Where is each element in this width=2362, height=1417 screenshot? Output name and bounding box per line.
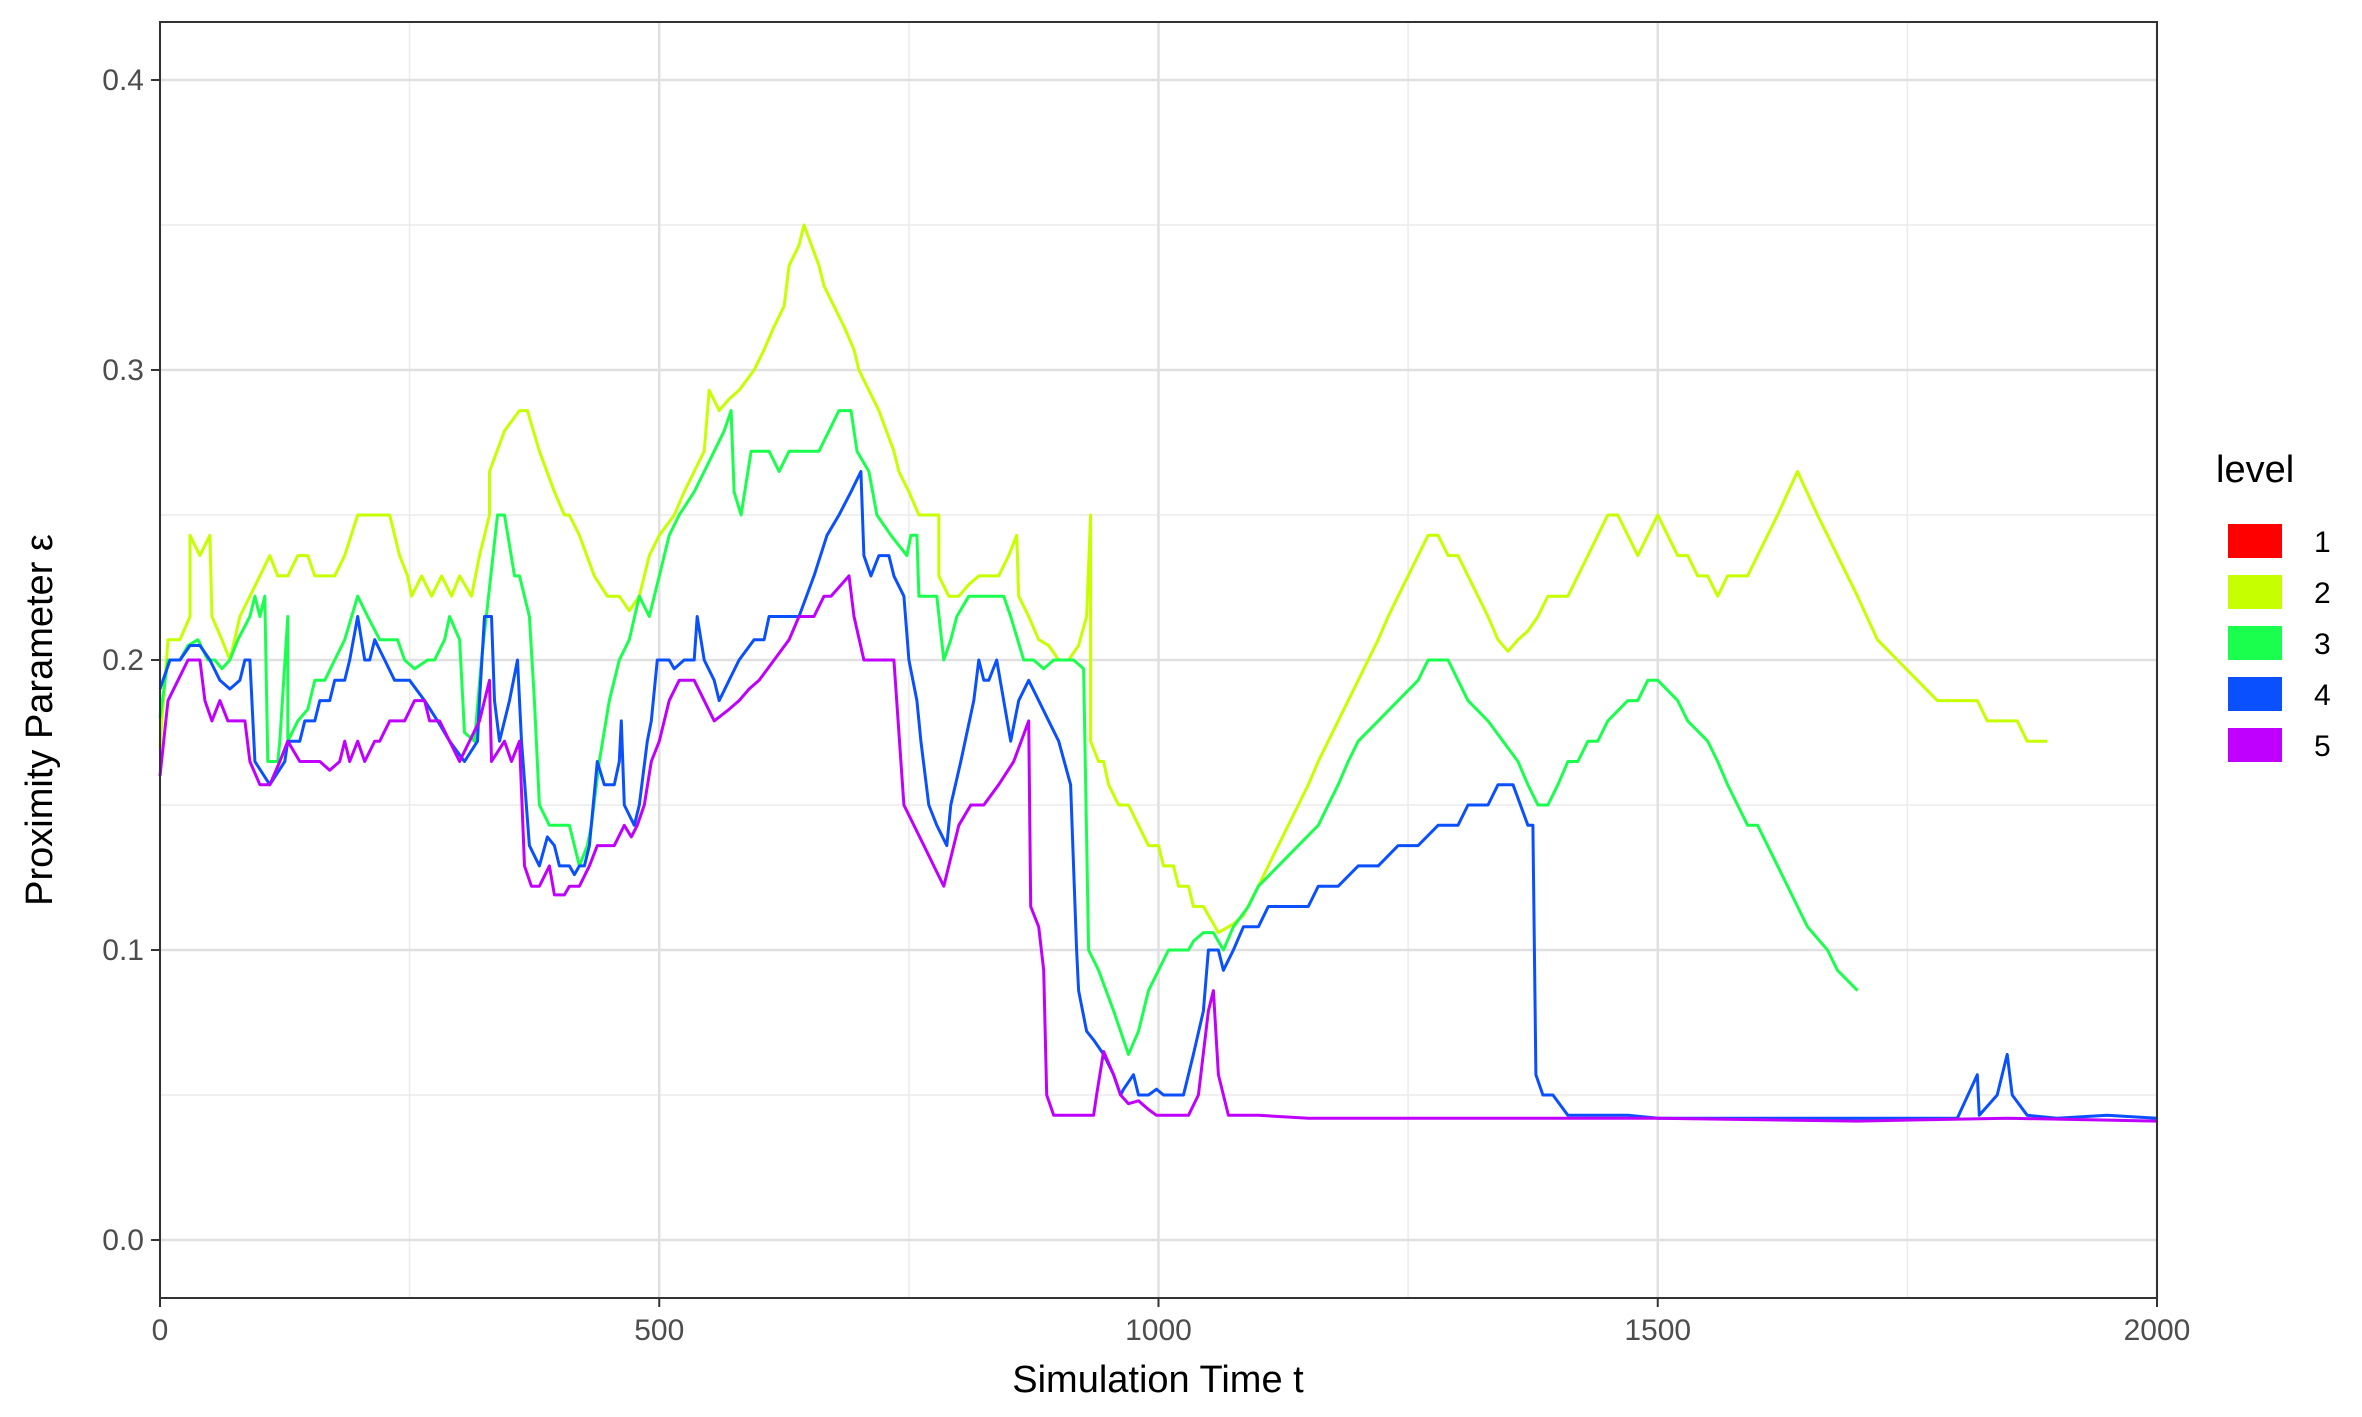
legend-title: level <box>2216 449 2294 491</box>
x-tick-label: 1500 <box>1624 1314 1691 1347</box>
y-tick-label: 0.3 <box>102 354 144 387</box>
series-line-5 <box>158 574 2158 1123</box>
legend-swatch-4 <box>2228 677 2282 711</box>
legend-swatch-2 <box>2228 575 2282 609</box>
legend-label-5: 5 <box>2314 730 2331 763</box>
y-tick-label: 0.1 <box>102 934 144 967</box>
series-lines <box>158 223 2158 1123</box>
series-line-3 <box>158 409 1859 1056</box>
y-tick-label: 0.4 <box>102 64 144 97</box>
x-tick-label: 0 <box>152 1314 169 1347</box>
legend: level 1 2 3 4 5 <box>2216 449 2331 763</box>
legend-label-3: 3 <box>2314 628 2331 661</box>
series-line-4 <box>158 470 2158 1120</box>
x-axis-ticks: 0 500 1000 1500 2000 <box>152 1298 2191 1347</box>
legend-swatch-5 <box>2228 728 2282 762</box>
legend-swatch-1 <box>2228 524 2282 558</box>
legend-label-4: 4 <box>2314 679 2331 712</box>
y-tick-label: 0.2 <box>102 644 144 677</box>
legend-label-2: 2 <box>2314 577 2331 610</box>
y-tick-label: 0.0 <box>102 1224 144 1257</box>
x-tick-label: 2000 <box>2124 1314 2191 1347</box>
x-axis-title: Simulation Time t <box>1012 1359 1304 1401</box>
x-tick-label: 500 <box>634 1314 684 1347</box>
series-line-2 <box>158 223 2048 935</box>
y-axis-ticks: 0.0 0.1 0.2 0.3 0.4 <box>102 64 160 1257</box>
x-tick-label: 1000 <box>1125 1314 1192 1347</box>
legend-label-1: 1 <box>2314 526 2331 559</box>
y-axis-title: Proximity Parameter ε <box>19 534 61 906</box>
legend-swatch-3 <box>2228 626 2282 660</box>
